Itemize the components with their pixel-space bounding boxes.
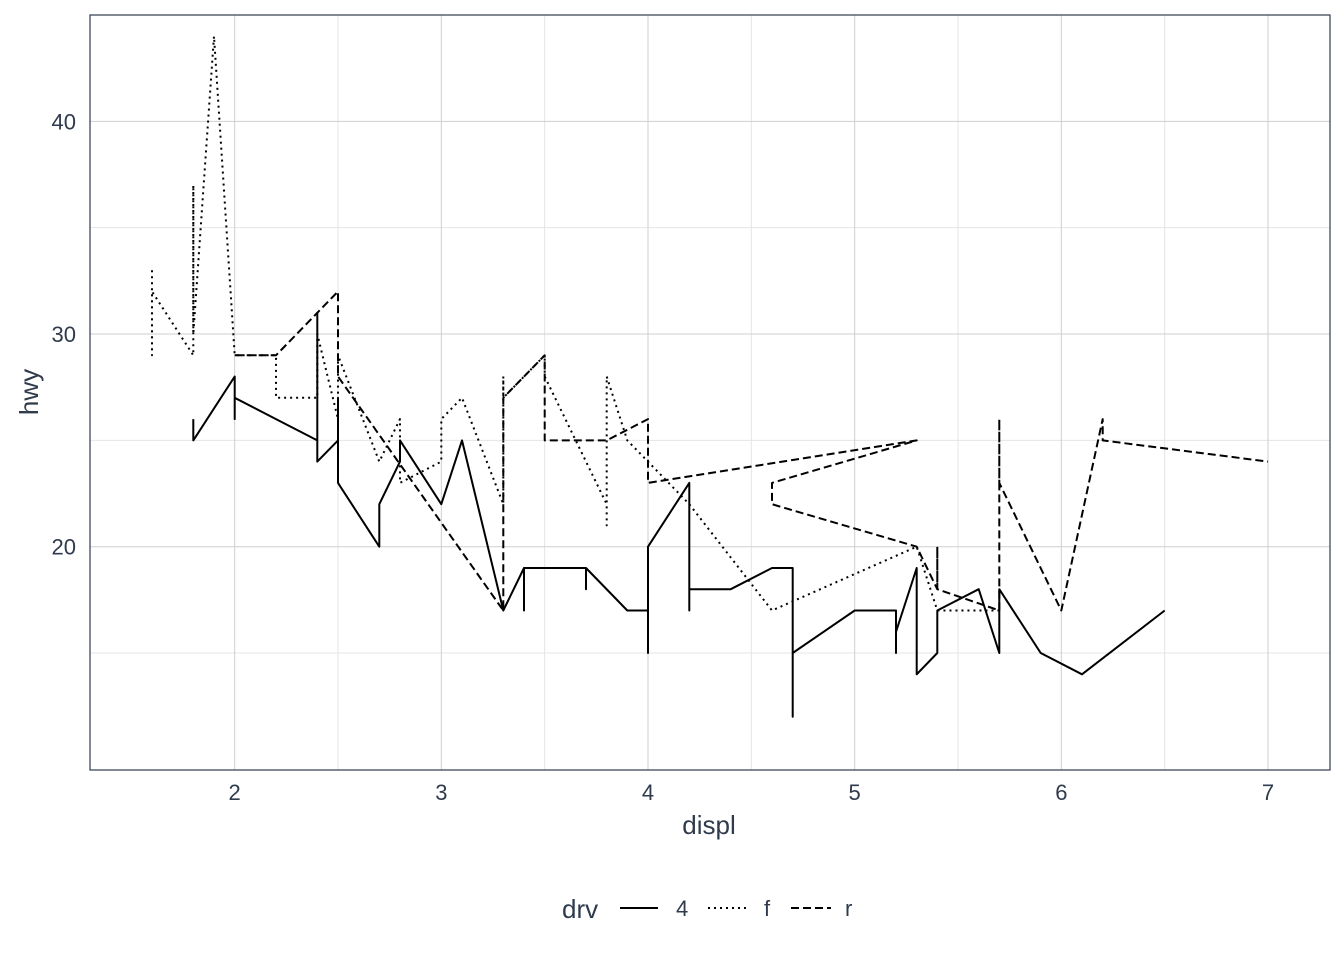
x-tick-label-0: 2 bbox=[229, 780, 241, 805]
legend-title: drv bbox=[562, 894, 598, 924]
legend-label-f: f bbox=[764, 896, 771, 921]
x-tick-label-4: 6 bbox=[1055, 780, 1067, 805]
x-tick-label-2: 4 bbox=[642, 780, 654, 805]
y-tick-label-1: 30 bbox=[52, 322, 76, 347]
x-axis-title: displ bbox=[682, 810, 735, 840]
y-tick-label-0: 20 bbox=[52, 535, 76, 560]
series-layer bbox=[151, 35, 1269, 718]
legend-label-4: 4 bbox=[676, 896, 688, 921]
legend-label-r: r bbox=[845, 896, 852, 921]
x-axis-tick-labels: 2 3 4 5 6 7 bbox=[229, 780, 1275, 805]
legend: drv 4 f r bbox=[562, 894, 852, 924]
series-line-r bbox=[234, 290, 1269, 612]
series-line-4 bbox=[192, 311, 1166, 718]
grid-lines bbox=[90, 14, 1330, 770]
y-axis-title: hwy bbox=[14, 369, 44, 415]
panel-border bbox=[89, 14, 1331, 771]
series-line-f bbox=[151, 35, 1000, 612]
y-tick-label-2: 40 bbox=[52, 109, 76, 134]
x-tick-label-1: 3 bbox=[435, 780, 447, 805]
x-tick-label-5: 7 bbox=[1262, 780, 1274, 805]
y-axis-tick-labels: 20 30 40 bbox=[52, 109, 76, 559]
x-tick-label-3: 5 bbox=[849, 780, 861, 805]
